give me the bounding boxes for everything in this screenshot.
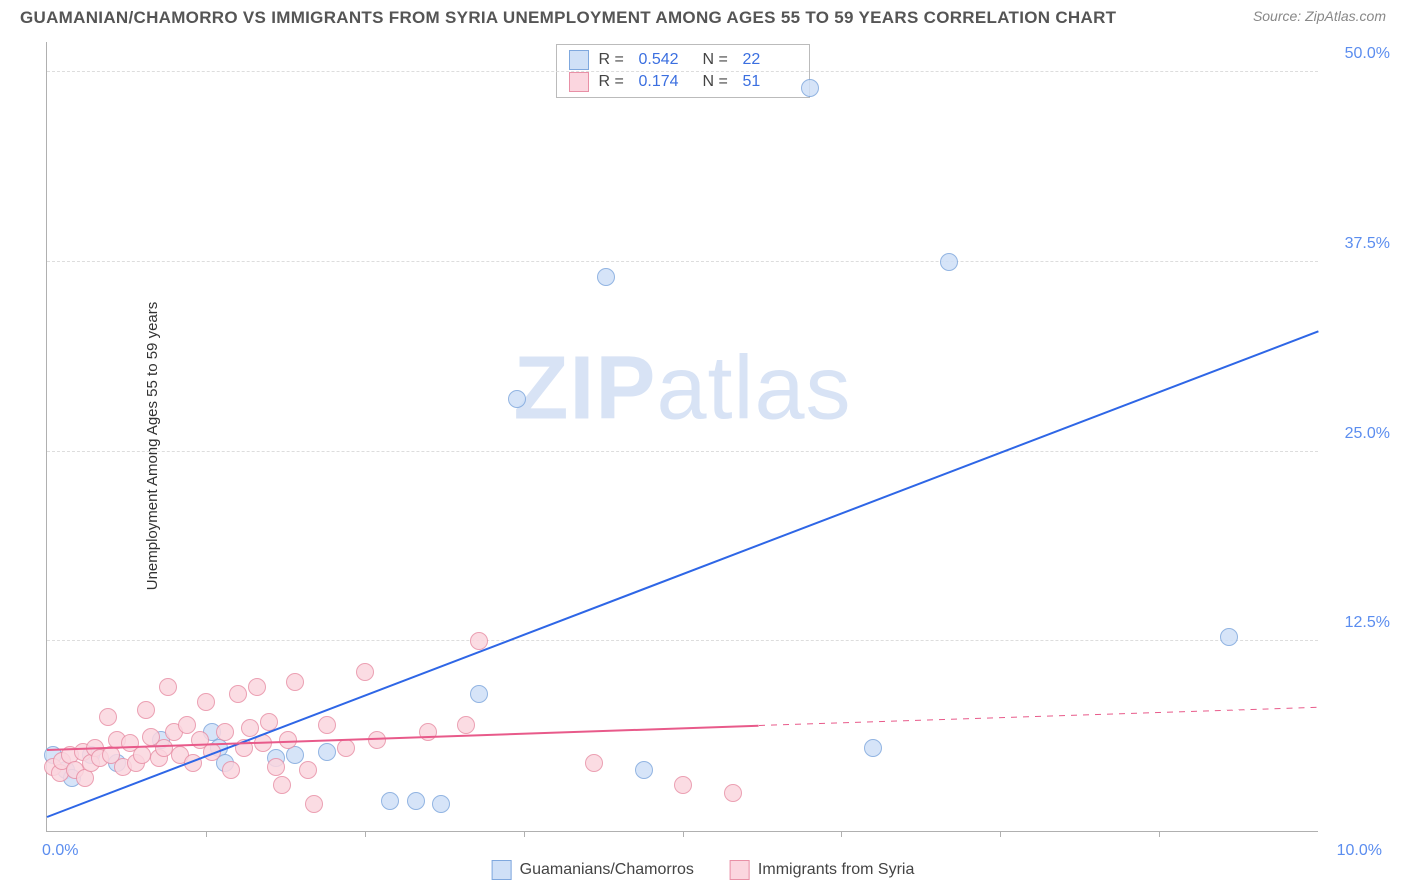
legend-label: Guamanians/Chamorros — [520, 861, 694, 879]
x-axis-max-label: 10.0% — [1337, 842, 1382, 860]
title-bar: GUAMANIAN/CHAMORRO VS IMMIGRANTS FROM SY… — [0, 0, 1406, 28]
scatter-point — [597, 268, 615, 286]
scatter-point — [635, 761, 653, 779]
legend-swatch — [730, 860, 750, 880]
scatter-plot: ZIPatlas R =0.542N =22R =0.174N =51 12.5… — [46, 42, 1318, 832]
gridline — [47, 71, 1318, 72]
r-label: R = — [599, 73, 629, 91]
x-tick — [206, 831, 207, 837]
scatter-point — [318, 743, 336, 761]
x-tick — [841, 831, 842, 837]
scatter-point — [299, 761, 317, 779]
scatter-point — [305, 795, 323, 813]
scatter-point — [864, 739, 882, 757]
scatter-point — [470, 685, 488, 703]
scatter-point — [585, 754, 603, 772]
scatter-point — [432, 795, 450, 813]
scatter-point — [356, 663, 374, 681]
scatter-point — [724, 784, 742, 802]
scatter-point — [381, 792, 399, 810]
scatter-point — [273, 776, 291, 794]
scatter-point — [155, 739, 173, 757]
trend-line — [47, 330, 1319, 817]
scatter-point — [248, 678, 266, 696]
r-value: 0.542 — [639, 51, 693, 69]
n-value: 51 — [743, 73, 797, 91]
scatter-point — [222, 761, 240, 779]
scatter-point — [419, 723, 437, 741]
scatter-point — [99, 708, 117, 726]
scatter-point — [368, 731, 386, 749]
watermark: ZIPatlas — [513, 338, 851, 441]
legend-swatch — [569, 72, 589, 92]
scatter-point — [229, 685, 247, 703]
scatter-point — [159, 678, 177, 696]
scatter-point — [178, 716, 196, 734]
x-tick — [365, 831, 366, 837]
legend-swatch — [492, 860, 512, 880]
scatter-point — [197, 693, 215, 711]
scatter-point — [137, 701, 155, 719]
legend-swatch — [569, 50, 589, 70]
y-tick-label: 25.0% — [1345, 425, 1390, 443]
x-tick — [1159, 831, 1160, 837]
r-label: R = — [599, 51, 629, 69]
watermark-bold: ZIP — [513, 339, 656, 439]
plot-area: ZIPatlas R =0.542N =22R =0.174N =51 12.5… — [46, 42, 1318, 832]
y-tick-label: 12.5% — [1345, 614, 1390, 632]
r-value: 0.174 — [639, 73, 693, 91]
scatter-point — [267, 758, 285, 776]
n-label: N = — [703, 73, 733, 91]
legend-stats-row: R = 0.174 N = 51 — [569, 71, 797, 93]
x-tick — [683, 831, 684, 837]
n-label: N = — [703, 51, 733, 69]
scatter-point — [674, 776, 692, 794]
watermark-light: atlas — [656, 339, 851, 439]
scatter-point — [286, 673, 304, 691]
scatter-point — [457, 716, 475, 734]
scatter-point — [337, 739, 355, 757]
scatter-point — [508, 390, 526, 408]
legend-item: Immigrants from Syria — [730, 860, 914, 880]
scatter-point — [940, 253, 958, 271]
y-tick-label: 50.0% — [1345, 45, 1390, 63]
legend-label: Immigrants from Syria — [758, 861, 914, 879]
n-value: 22 — [743, 51, 797, 69]
trend-line — [759, 707, 1318, 726]
scatter-point — [241, 719, 259, 737]
scatter-point — [318, 716, 336, 734]
scatter-point — [216, 723, 234, 741]
x-tick — [524, 831, 525, 837]
scatter-point — [407, 792, 425, 810]
chart-title: GUAMANIAN/CHAMORRO VS IMMIGRANTS FROM SY… — [20, 8, 1116, 28]
scatter-point — [801, 79, 819, 97]
scatter-point — [133, 746, 151, 764]
gridline — [47, 640, 1318, 641]
legend-item: Guamanians/Chamorros — [492, 860, 694, 880]
gridline — [47, 451, 1318, 452]
y-tick-label: 37.5% — [1345, 235, 1390, 253]
x-axis-min-label: 0.0% — [42, 842, 78, 860]
gridline — [47, 261, 1318, 262]
scatter-point — [1220, 628, 1238, 646]
legend-stats-row: R = 0.542 N = 22 — [569, 49, 797, 71]
source-label: Source: ZipAtlas.com — [1253, 8, 1386, 24]
x-tick — [1000, 831, 1001, 837]
legend-series: Guamanians/Chamorros Immigrants from Syri… — [492, 860, 915, 880]
